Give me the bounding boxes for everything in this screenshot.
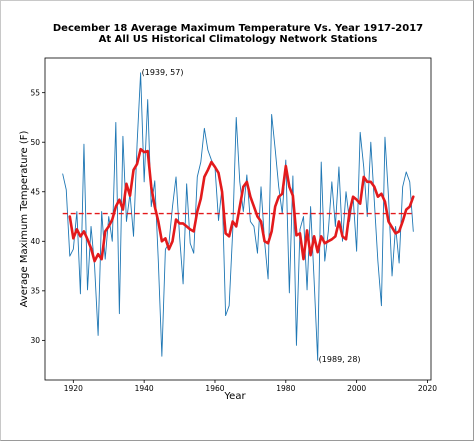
y-tick-label: 45: [30, 187, 40, 196]
y-tick-label: 50: [30, 138, 40, 147]
y-axis-title: Average Maximum Temperature (F): [19, 131, 30, 308]
y-axis: 30 35 40 45 50 55: [30, 88, 45, 345]
point-annotation: (1989, 28): [319, 355, 361, 364]
x-tick-label: 1940: [135, 384, 154, 393]
point-annotation: (1939, 57): [142, 68, 184, 77]
plot-area: [62, 72, 415, 361]
plot-frame: [44, 57, 432, 381]
y-tick-label: 40: [30, 237, 40, 246]
annual-series-line: [62, 72, 414, 361]
smoothed-series-line: [68, 147, 415, 263]
chart-title: December 18 Average Maximum Temperature …: [53, 23, 423, 34]
x-tick-label: 2020: [418, 384, 437, 393]
annotations: (1939, 57) (1989, 28): [142, 68, 361, 364]
x-axis: 1920 1940 1960 1980 2000 2020: [64, 380, 437, 393]
x-tick-label: 2000: [347, 384, 366, 393]
x-tick-label: 1920: [64, 384, 83, 393]
y-tick-label: 30: [30, 336, 40, 345]
x-tick-label: 1980: [276, 384, 295, 393]
y-tick-label: 35: [30, 287, 40, 296]
x-tick-label: 1960: [205, 384, 224, 393]
chart-subtitle: At All US Historical Climatology Network…: [99, 34, 378, 45]
x-axis-title: Year: [223, 391, 246, 402]
y-tick-label: 55: [30, 88, 40, 97]
